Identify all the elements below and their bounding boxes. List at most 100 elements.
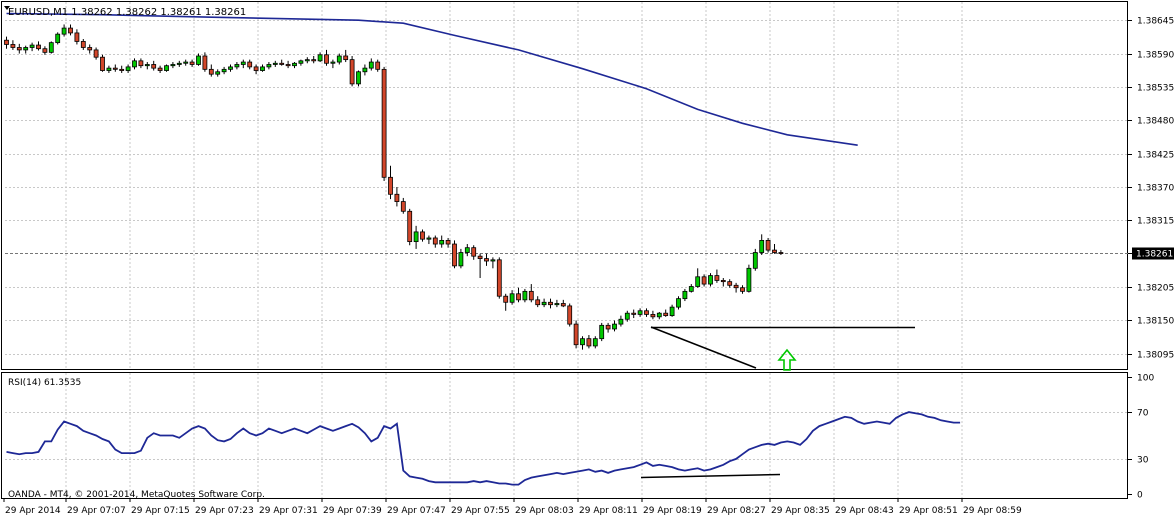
candle xyxy=(202,52,208,72)
candle-body xyxy=(23,47,29,51)
candle-body xyxy=(759,239,765,253)
candle xyxy=(471,245,477,260)
candle xyxy=(381,66,387,181)
candle-body xyxy=(420,231,425,240)
candle-body xyxy=(240,61,246,65)
candle-body xyxy=(368,61,374,69)
candle xyxy=(586,335,592,349)
candle xyxy=(292,62,297,69)
candle-body xyxy=(336,55,342,63)
candle-body xyxy=(733,284,739,289)
candle xyxy=(10,40,16,50)
candle-body xyxy=(4,39,9,45)
candle xyxy=(298,59,304,66)
candle xyxy=(490,257,496,269)
candle xyxy=(733,282,739,293)
candle-body xyxy=(695,276,701,287)
candle xyxy=(170,62,176,69)
candle xyxy=(599,322,605,342)
chart-menu-triangle-icon[interactable] xyxy=(4,6,10,10)
candle-body xyxy=(509,293,515,303)
candle xyxy=(477,253,483,279)
candle-body xyxy=(765,239,771,251)
candle xyxy=(176,60,182,67)
candle xyxy=(439,235,445,248)
candle xyxy=(196,53,201,66)
candle-body xyxy=(151,64,157,69)
candle-body xyxy=(637,310,643,315)
rsi-y-tick-label: 70 xyxy=(1137,409,1149,419)
candle xyxy=(400,197,406,214)
candle-body xyxy=(688,286,694,292)
candle xyxy=(631,309,637,319)
candle xyxy=(362,64,368,76)
candle-body xyxy=(586,338,592,347)
candle xyxy=(253,64,259,75)
candle xyxy=(388,165,393,200)
trendline-lower[interactable] xyxy=(650,326,757,369)
y-tick-label: 1.38315 xyxy=(1137,217,1174,227)
candle-body xyxy=(196,55,201,65)
candle xyxy=(36,41,41,51)
candle-body xyxy=(772,249,777,253)
rsi-chart-frame[interactable] xyxy=(1,372,1128,499)
candle-body xyxy=(68,27,73,34)
candle-body xyxy=(138,60,144,67)
candle-body xyxy=(132,60,137,68)
candle xyxy=(144,62,150,70)
candle xyxy=(650,310,656,320)
current-price-label: 1.38261 xyxy=(1136,250,1173,260)
candle-body xyxy=(528,290,534,301)
candle-body xyxy=(317,54,323,62)
candle xyxy=(16,43,22,54)
candle xyxy=(503,293,509,311)
candle xyxy=(420,229,425,242)
y-tick-label: 1.38535 xyxy=(1137,84,1174,94)
chart-header: EURUSD,M1 1.38262 1.38262 1.38261 1.3826… xyxy=(8,7,246,18)
candle xyxy=(221,66,227,75)
candle-body xyxy=(560,303,566,307)
candle xyxy=(740,285,745,294)
candle-body xyxy=(618,318,624,325)
candle xyxy=(548,298,553,309)
copyright-text: OANDA - MT4, © 2001-2014, MetaQuotes Sof… xyxy=(8,490,265,500)
candle xyxy=(535,296,541,308)
candle-body xyxy=(714,275,720,281)
candle xyxy=(528,284,534,303)
candle-body xyxy=(720,280,726,283)
y-tick-label: 1.38425 xyxy=(1137,151,1174,161)
candle-body xyxy=(541,301,547,306)
candle-body xyxy=(228,66,233,70)
candle xyxy=(87,44,93,54)
buy-arrow-icon[interactable] xyxy=(777,348,797,371)
candle xyxy=(772,244,777,254)
x-tick-label: 29 Apr 08:51 xyxy=(899,506,958,516)
candle xyxy=(349,55,355,87)
candle-body xyxy=(477,255,483,259)
candle xyxy=(580,336,585,350)
candle xyxy=(567,303,573,327)
candle xyxy=(112,64,118,72)
rsi-trendline[interactable] xyxy=(640,473,781,479)
x-tick-label: 29 Apr 08:11 xyxy=(579,506,638,516)
candle xyxy=(228,64,233,72)
candle-body xyxy=(349,59,355,85)
candle xyxy=(61,24,67,37)
candle-body xyxy=(125,66,131,71)
candle-body xyxy=(170,64,176,67)
candle xyxy=(330,59,336,69)
y-tick-label: 1.38645 xyxy=(1137,17,1174,27)
candle xyxy=(375,59,381,72)
candle xyxy=(272,60,278,67)
main-chart-frame[interactable] xyxy=(1,1,1128,370)
candle-body xyxy=(253,66,259,71)
candle xyxy=(509,290,515,305)
candle-body xyxy=(484,258,489,262)
candle-body xyxy=(343,55,349,61)
candle xyxy=(522,288,528,303)
candle xyxy=(343,49,349,63)
candle xyxy=(413,225,419,249)
candle-body xyxy=(452,243,457,267)
candle-body xyxy=(381,68,387,178)
